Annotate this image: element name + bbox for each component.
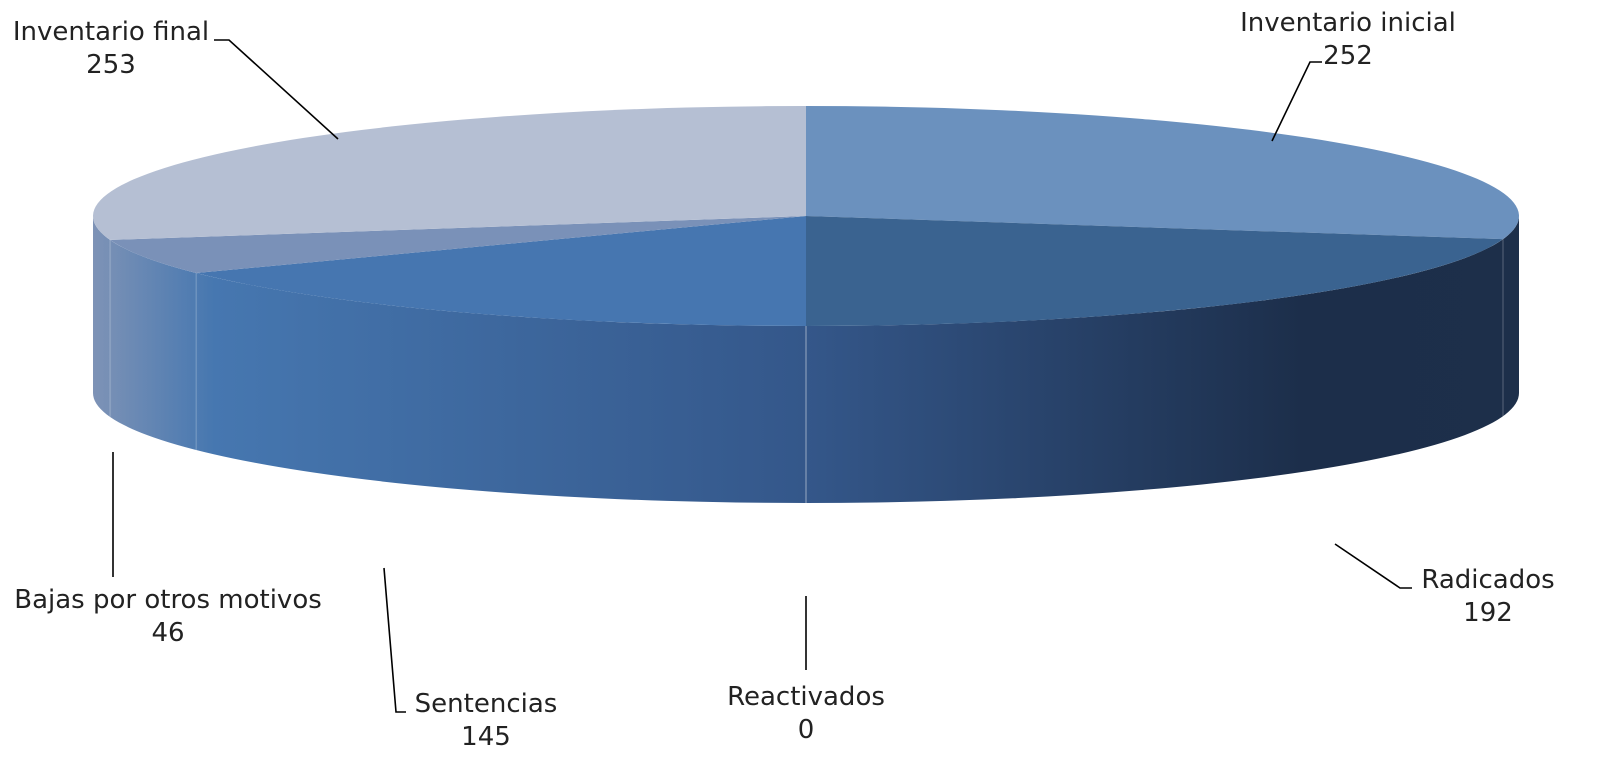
slice-label-radicados: Radicados xyxy=(1421,565,1554,595)
pie-slice-radicados xyxy=(806,216,1503,326)
pie-slice-bajas-por-otros-motivos xyxy=(110,216,806,274)
leader-line-inventario-inicial xyxy=(1271,61,1322,142)
pie-slice-inventario-inicial xyxy=(806,106,1519,240)
slice-label-sentencias: Sentencias xyxy=(415,689,558,719)
pie-slice-sentencias xyxy=(196,216,807,326)
slice-value-radicados: 192 xyxy=(1463,598,1513,628)
slice-value-inventario-inicial: 252 xyxy=(1323,41,1373,71)
leader-line-sentencias xyxy=(383,567,406,713)
slice-label-bajas-por-otros-motivos: Bajas por otros motivos xyxy=(14,585,322,615)
pie-slices xyxy=(93,106,1519,503)
leader-line-radicados xyxy=(1334,543,1412,589)
slice-value-bajas-por-otros-motivos: 46 xyxy=(151,618,184,648)
slice-label-inventario-inicial: Inventario inicial xyxy=(1240,8,1456,38)
slice-value-inventario-final: 253 xyxy=(86,50,136,80)
slice-label-reactivados: Reactivados xyxy=(727,682,885,712)
leader-lines xyxy=(112,39,1412,713)
pie-side-wall xyxy=(93,216,1519,503)
slice-value-sentencias: 145 xyxy=(461,722,511,752)
slice-label-inventario-final: Inventario final xyxy=(13,17,209,47)
pie-slice-inventario-final xyxy=(93,106,806,240)
slice-value-reactivados: 0 xyxy=(798,715,815,745)
leader-line-inventario-final xyxy=(214,39,339,140)
